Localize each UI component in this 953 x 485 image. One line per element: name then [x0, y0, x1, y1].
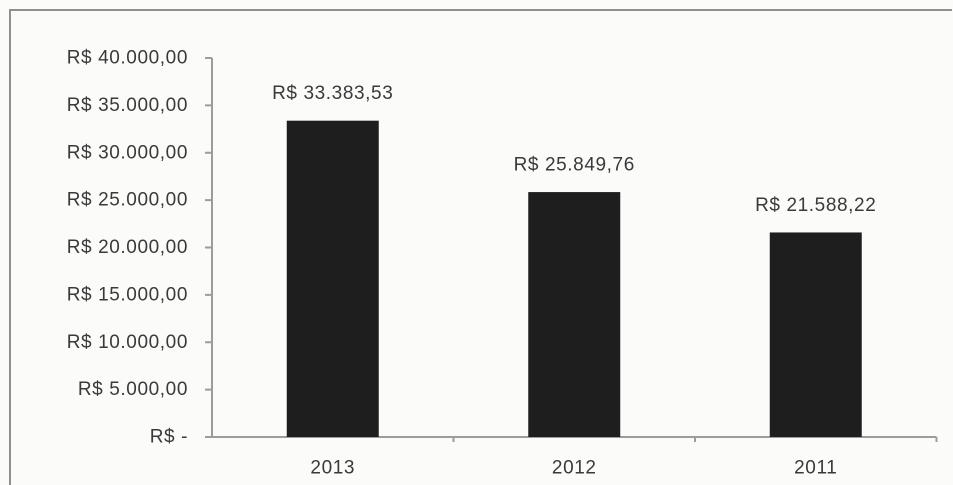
chart-frame: [9, 9, 952, 485]
data-labels: R$ 33.383,53 R$ 25.849,76 R$ 21.588,22: [272, 83, 876, 216]
data-label-2012: R$ 25.849,76: [514, 155, 635, 176]
y-tick-label: R$ 15.000,00: [67, 284, 188, 305]
bar-2013: [286, 120, 379, 438]
x-tick-label-2013: 2013: [310, 458, 355, 479]
y-tick-label: R$ 25.000,00: [67, 190, 188, 211]
x-tick-label-2011: 2011: [794, 458, 837, 479]
y-tick-label: R$ 20.000,00: [67, 237, 188, 258]
y-tick-label: R$ 40.000,00: [67, 48, 188, 69]
y-tick-label: R$ 35.000,00: [67, 95, 188, 116]
x-tick-label-2012: 2012: [552, 458, 597, 479]
data-label-2013: R$ 33.383,53: [272, 83, 393, 104]
y-tick-label: R$ 5.000,00: [78, 379, 188, 400]
bar-2012: [528, 192, 621, 437]
bar-series: [286, 120, 862, 438]
y-tick-label: R$ 30.000,00: [67, 142, 188, 163]
bar-2011: [769, 232, 862, 437]
data-label-2011: R$ 21.588,22: [755, 195, 876, 216]
y-axis: R$ - R$ 5.000,00 R$ 10.000,00 R$ 15.000,00 R…: [67, 48, 213, 448]
y-tick-label: R$ -: [150, 427, 188, 448]
y-tick-label: R$ 10.000,00: [67, 332, 188, 353]
